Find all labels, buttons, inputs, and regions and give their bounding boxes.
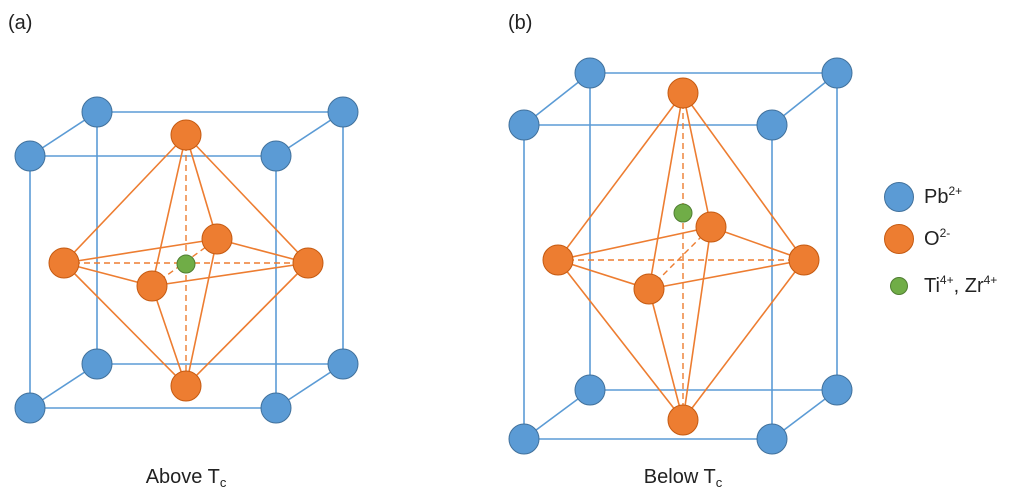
panel-a-lead-ions: [14, 96, 359, 424]
lead-ion: [260, 392, 292, 424]
panel-b-cell-edges: [523, 72, 838, 440]
panel-a-octahedron-edges: [63, 134, 309, 387]
oxygen-ion: [201, 223, 233, 255]
lead-ion: [821, 374, 853, 406]
lead-ion: [260, 140, 292, 172]
oxygen-ion: [667, 77, 699, 109]
panel-b-oxygen-ions: [542, 77, 820, 436]
lead-ion: [81, 96, 113, 128]
lead-ion: [14, 140, 46, 172]
panel-b-caption-text: Below T: [643, 466, 716, 488]
lead-ion: [14, 392, 46, 424]
panel-b-lead-ions: [508, 57, 853, 455]
lead-ion: [821, 57, 853, 89]
panel-a-oxygen-ions: [48, 119, 324, 402]
oxygen-ion: [695, 211, 727, 243]
panel-b-caption: Below Tc: [563, 466, 803, 490]
lead-ion: [756, 109, 788, 141]
oxygen-ion-swatch: [884, 224, 914, 254]
lead-ion: [756, 423, 788, 455]
oxygen-ion: [542, 244, 574, 276]
legend-oxygen-charge: 2-: [939, 225, 951, 240]
legend-ti-charge: 4+: [939, 272, 954, 287]
lead-ion: [574, 57, 606, 89]
panel-a-caption: Above Tc: [66, 466, 306, 490]
legend-label-oxygen: O2-: [924, 225, 951, 251]
panel-b-structure: [508, 57, 853, 455]
panel-b-center-cation: [673, 203, 693, 223]
legend-ti-symbol: Ti: [924, 274, 940, 297]
lead-ion: [574, 374, 606, 406]
panel-a-center-cation: [176, 254, 196, 274]
panel-b-caption-subscript: c: [715, 475, 723, 490]
legend-zr-symbol: , Zr: [953, 274, 984, 297]
lead-ion: [508, 423, 540, 455]
lead-ion: [508, 109, 540, 141]
cation-swatch-wrap: [884, 276, 914, 295]
oxygen-ion: [633, 273, 665, 305]
panel-b-octahedron-edges: [557, 92, 805, 421]
oxygen-ion: [667, 404, 699, 436]
legend-label-cation: Ti4+, Zr4+: [924, 272, 998, 298]
lead-ion: [327, 348, 359, 380]
legend-zr-charge: 4+: [983, 272, 998, 287]
legend-item-oxygen: O2-: [884, 223, 950, 255]
oxygen-ion: [170, 370, 202, 402]
panel-a-caption-text: Above T: [145, 466, 220, 488]
panel-a-structure: [14, 96, 359, 424]
oxygen-ion: [292, 247, 324, 279]
lead-ion: [327, 96, 359, 128]
cation-swatch: [890, 276, 908, 295]
oxygen-ion: [48, 247, 80, 279]
legend-item-lead: Pb2+: [884, 181, 962, 213]
panel-b-octahedron-axes: [558, 93, 804, 420]
legend-lead-charge: 2+: [948, 183, 963, 198]
panel-a-caption-subscript: c: [219, 475, 227, 490]
legend-item-cation: Ti4+, Zr4+: [884, 270, 997, 302]
legend-oxygen-symbol: O: [924, 227, 940, 250]
oxygen-ion: [788, 244, 820, 276]
oxygen-ion: [136, 270, 168, 302]
oxygen-ion: [170, 119, 202, 151]
panel-b-label: (b): [508, 12, 533, 34]
panel-a-label: (a): [8, 12, 33, 34]
lead-ion-swatch: [884, 182, 914, 212]
legend-label-lead: Pb2+: [924, 183, 963, 209]
lead-ion: [81, 348, 113, 380]
legend-lead-symbol: Pb: [924, 185, 949, 208]
